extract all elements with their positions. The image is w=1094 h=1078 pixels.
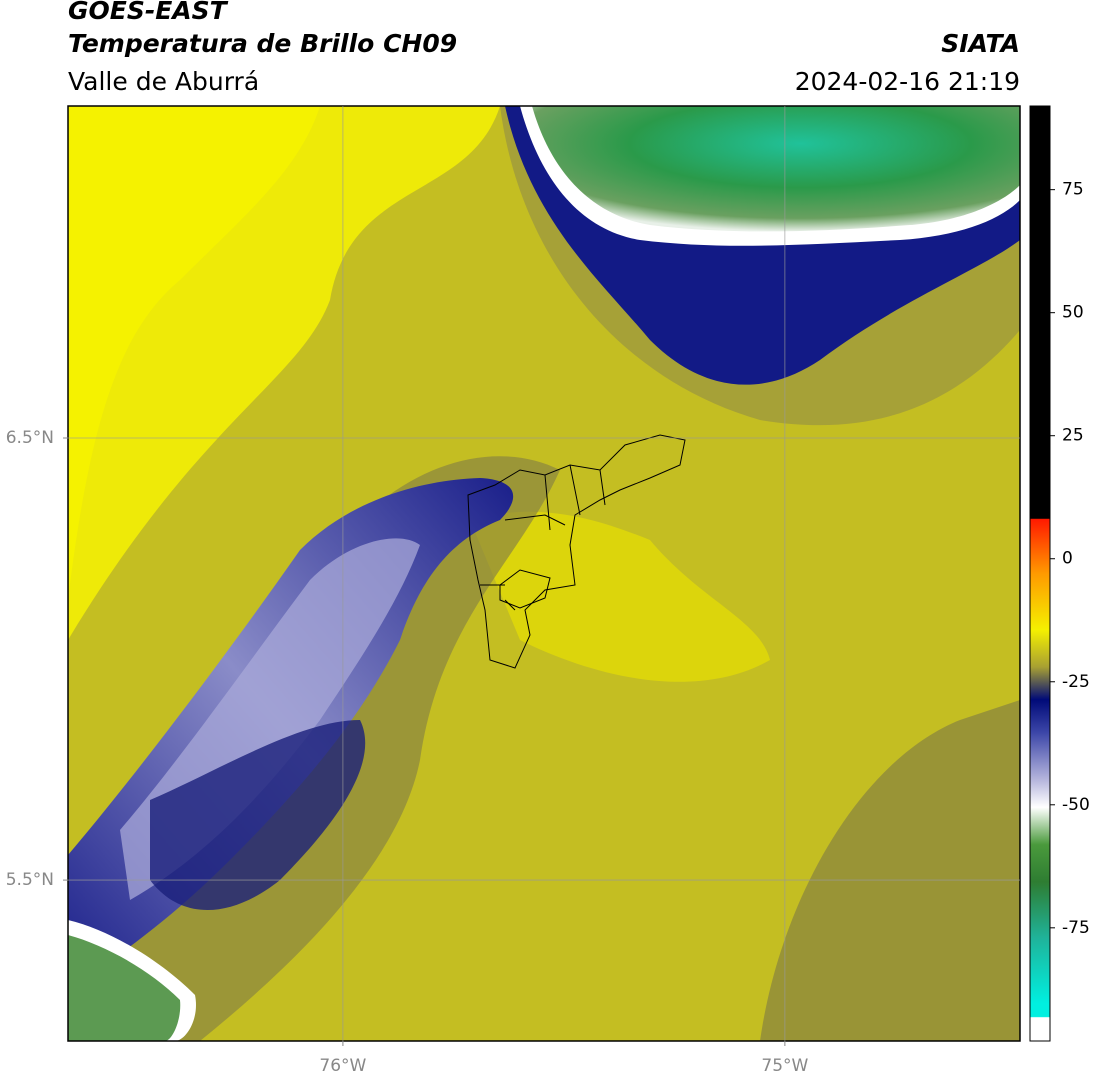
- map-frame: [67, 105, 1021, 1042]
- yellow-patch: [470, 511, 770, 682]
- agency: SIATA: [941, 29, 1020, 58]
- timestamp: 2024-02-16 21:19: [795, 67, 1020, 96]
- colorbar-tick-label: -50: [1062, 795, 1090, 815]
- colorbar-tick-label: 75: [1062, 180, 1084, 200]
- colorbar-tick-label: 50: [1062, 303, 1084, 323]
- green-cloud-sw: [68, 935, 181, 1041]
- green-cloud: [532, 106, 1020, 232]
- region: Valle de Aburrá: [68, 67, 259, 96]
- map-axes: 76°W 75°W 5.5°N 6.5°N: [6, 106, 1020, 1076]
- map: [68, 106, 1020, 1041]
- colorbar-axis: -75 -50 -25 0 25 50 75: [1050, 180, 1090, 938]
- yellow-core: [68, 106, 320, 600]
- colorbar-tick-label: -25: [1062, 672, 1090, 692]
- y-tick-label: 5.5°N: [6, 870, 54, 890]
- x-tick-label: 76°W: [319, 1056, 366, 1076]
- colorbar-tick-label: 0: [1062, 549, 1073, 569]
- municipality-outlines: [467, 434, 686, 669]
- colorbar: [1029, 105, 1051, 1042]
- subtitle: Temperatura de Brillo CH09: [68, 29, 457, 58]
- x-tick-label: 75°W: [761, 1056, 808, 1076]
- olive-region: [760, 700, 1020, 1041]
- colorbar-tick-label: -75: [1062, 918, 1090, 938]
- cold-band-dark: [150, 720, 366, 910]
- colorbar-tick-label: 25: [1062, 426, 1084, 446]
- y-tick-label: 6.5°N: [6, 428, 54, 448]
- title: GOES-EAST: [68, 0, 229, 25]
